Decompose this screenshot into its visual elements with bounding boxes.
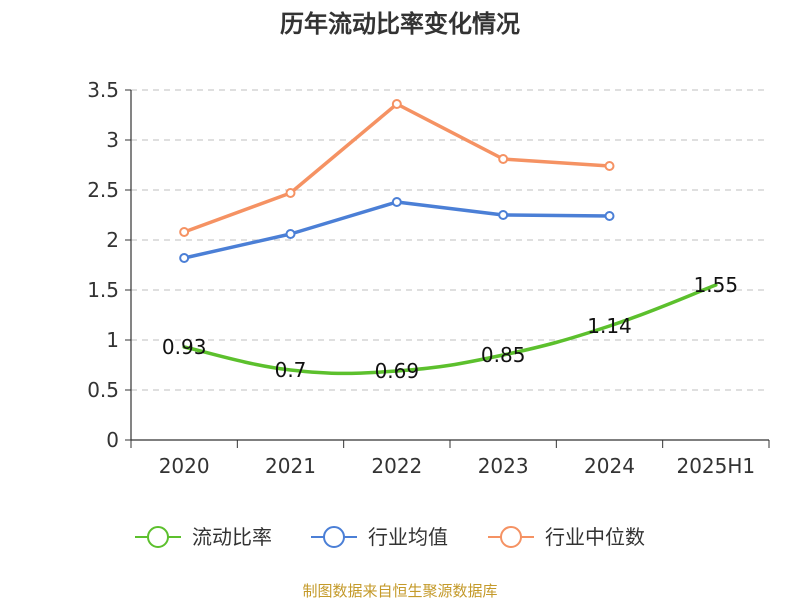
data-label: 1.55 xyxy=(694,273,739,297)
y-tick-label: 3.5 xyxy=(87,78,119,102)
legend: 流动比率 行业均值 行业中位数 xyxy=(135,525,645,549)
x-tick-label: 2021 xyxy=(265,454,316,478)
data-point xyxy=(391,197,402,207)
chart-title: 历年流动比率变化情况 xyxy=(280,10,520,38)
y-tick-label: 2.5 xyxy=(87,178,119,202)
y-tick-label: 0.5 xyxy=(87,378,119,402)
data-label: 0.85 xyxy=(481,343,526,367)
source-note: 制图数据来自恒生聚源数据库 xyxy=(302,582,497,600)
legend-label: 流动比率 xyxy=(192,525,272,549)
legend-item[interactable]: 行业中位数 xyxy=(488,525,645,549)
axes: 0 0.5 1 1.5 2 2.5 3 3.5 2020 2021 2022 2023 2024 2025… xyxy=(87,78,770,478)
series-1 xyxy=(179,197,615,263)
data-point xyxy=(179,227,190,237)
x-tick-label: 2024 xyxy=(584,454,635,478)
x-tick-label: 2020 xyxy=(159,454,210,478)
series-0 xyxy=(182,283,718,376)
series-2 xyxy=(179,99,615,237)
y-tick-label: 1 xyxy=(106,328,119,352)
data-label: 1.14 xyxy=(587,314,632,338)
series-line xyxy=(182,283,718,376)
y-tick-label: 1.5 xyxy=(87,278,119,302)
data-point xyxy=(391,99,402,109)
data-label: 0.69 xyxy=(375,359,420,383)
data-label: 0.7 xyxy=(275,358,307,382)
data-point xyxy=(285,229,296,239)
data-point xyxy=(604,211,615,221)
legend-label: 行业中位数 xyxy=(545,525,645,549)
data-point xyxy=(285,188,296,198)
data-point xyxy=(498,210,509,220)
legend-item[interactable]: 行业均值 xyxy=(311,525,448,549)
x-tick-label: 2022 xyxy=(371,454,422,478)
legend-marker-icon xyxy=(323,526,345,548)
data-label: 0.93 xyxy=(162,335,207,359)
data-point xyxy=(179,253,190,263)
x-tick-label: 2023 xyxy=(478,454,529,478)
data-point xyxy=(498,154,509,164)
data-point xyxy=(604,161,615,171)
grid-lines xyxy=(131,89,769,391)
series-line xyxy=(182,102,612,234)
y-tick-label: 0 xyxy=(106,428,119,452)
legend-marker-icon xyxy=(500,526,522,548)
series-layer xyxy=(179,99,718,376)
legend-marker-icon xyxy=(147,526,169,548)
x-tick-label: 2025H1 xyxy=(676,454,755,478)
legend-label: 行业均值 xyxy=(368,525,448,549)
y-tick-label: 2 xyxy=(106,228,119,252)
y-tick-label: 3 xyxy=(106,128,119,152)
data-labels: 0.93 0.7 0.69 0.85 1.14 1.55 xyxy=(162,273,738,383)
legend-item[interactable]: 流动比率 xyxy=(135,525,272,549)
